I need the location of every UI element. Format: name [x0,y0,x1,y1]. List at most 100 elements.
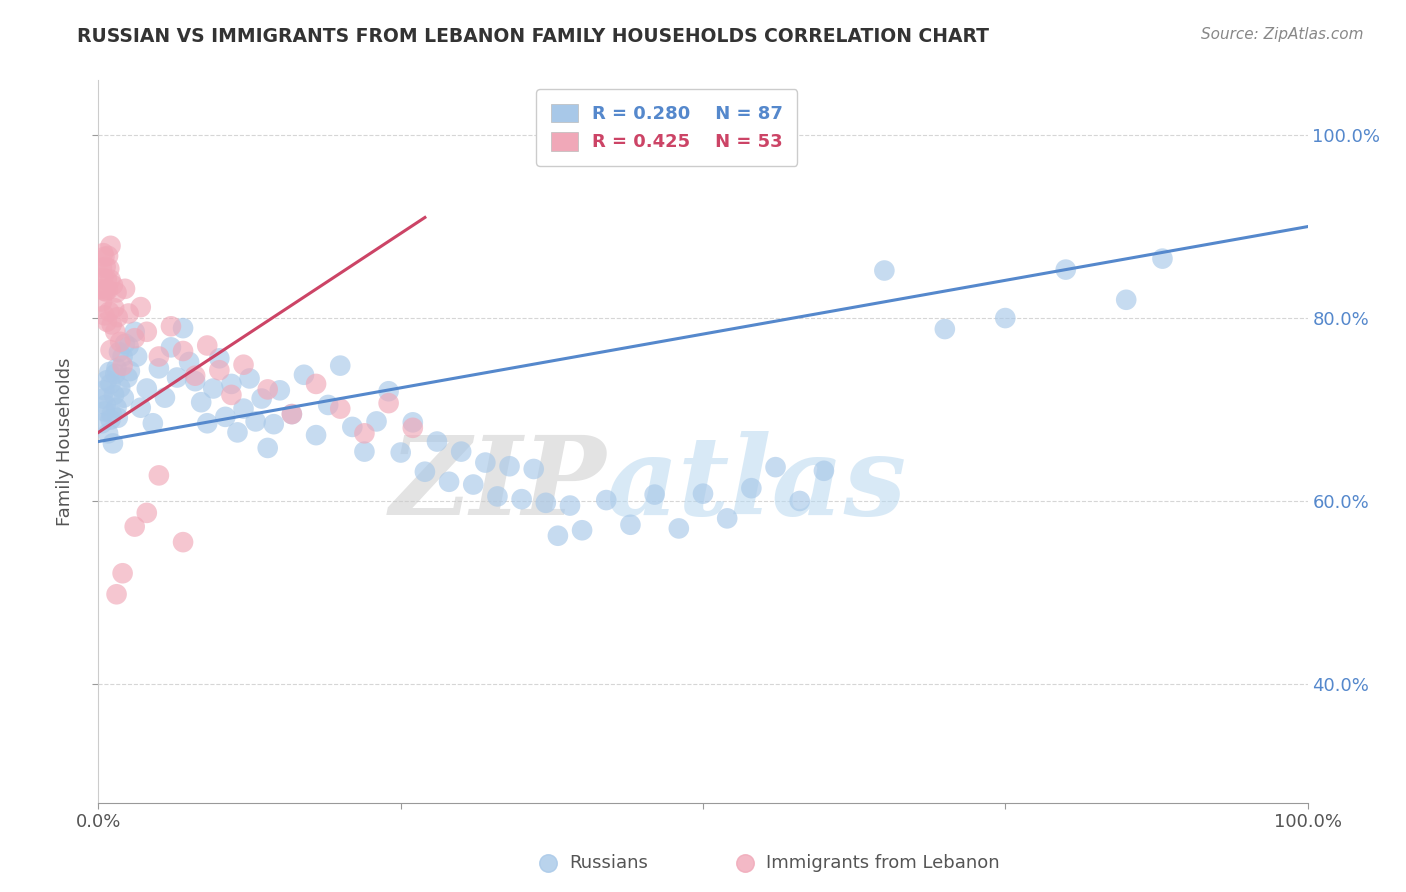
Point [129,401,152,415]
Point [619,517,641,532]
Point [184,374,207,388]
Point [148,361,170,376]
Point [537,856,560,871]
Point [353,444,375,458]
Point [256,441,278,455]
Point [160,340,183,354]
Point [813,464,835,478]
Point [166,370,188,384]
Point [389,445,412,459]
Point [486,490,509,504]
Point [595,493,617,508]
Point [873,263,896,277]
Text: Russians: Russians [569,854,648,872]
Point [789,494,811,508]
Point [101,278,124,293]
Point [523,462,546,476]
Point [172,535,194,549]
Point [103,388,125,402]
Point [160,319,183,334]
Point [245,414,267,428]
Point [305,428,328,442]
Point [104,367,127,381]
Point [292,368,315,382]
Point [98,365,121,379]
Point [214,409,236,424]
Point [100,412,122,426]
Text: ZIP: ZIP [389,431,606,539]
Point [692,486,714,500]
Point [135,506,157,520]
Point [118,364,141,378]
Point [226,425,249,440]
Point [94,398,117,412]
Point [208,363,231,377]
Point [94,260,117,274]
Point [93,284,115,298]
Point [97,283,120,297]
Point [184,368,207,383]
Point [90,282,112,296]
Point [124,331,146,345]
Point [716,511,738,525]
Point [994,311,1017,326]
Point [765,460,787,475]
Point [413,465,436,479]
Legend: R = 0.280    N = 87, R = 0.425    N = 53: R = 0.280 N = 87, R = 0.425 N = 53 [536,89,797,166]
Point [263,417,285,432]
Point [114,336,136,351]
Point [107,310,129,325]
Point [96,315,118,329]
Point [734,856,756,871]
Point [740,481,762,495]
Point [402,415,425,429]
Point [437,475,460,489]
Point [127,350,149,364]
Point [269,384,291,398]
Point [111,359,134,373]
Point [498,459,520,474]
Point [668,521,690,535]
Point [105,285,128,300]
Point [118,339,141,353]
Point [366,414,388,428]
Point [474,456,496,470]
Point [547,529,569,543]
Point [342,420,364,434]
Point [179,355,201,369]
Text: atlas: atlas [606,431,907,539]
Point [93,250,115,264]
Point [256,383,278,397]
Point [91,270,114,285]
Point [111,566,134,581]
Point [208,351,231,366]
Point [91,260,114,275]
Point [93,384,115,398]
Point [558,499,581,513]
Point [108,334,131,349]
Point [105,587,128,601]
Point [91,416,114,430]
Point [135,325,157,339]
Point [91,246,114,260]
Point [91,294,114,309]
Point [111,350,134,364]
Point [100,343,122,357]
Point [153,391,176,405]
Point [96,273,118,287]
Point [172,321,194,335]
Point [1152,252,1174,266]
Y-axis label: Family Households: Family Households [56,358,75,525]
Point [316,398,339,412]
Point [94,285,117,299]
Point [105,401,128,415]
Point [100,273,122,287]
Point [118,306,141,320]
Point [124,519,146,533]
Point [98,304,121,318]
Point [101,436,124,450]
Point [934,322,956,336]
Point [100,318,122,332]
Point [426,434,449,449]
Point [202,382,225,396]
